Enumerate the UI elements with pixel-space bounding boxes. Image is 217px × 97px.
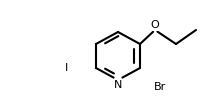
Text: Br: Br [154,82,166,92]
Text: N: N [114,80,122,90]
Text: I: I [65,63,68,73]
Text: O: O [151,20,159,30]
